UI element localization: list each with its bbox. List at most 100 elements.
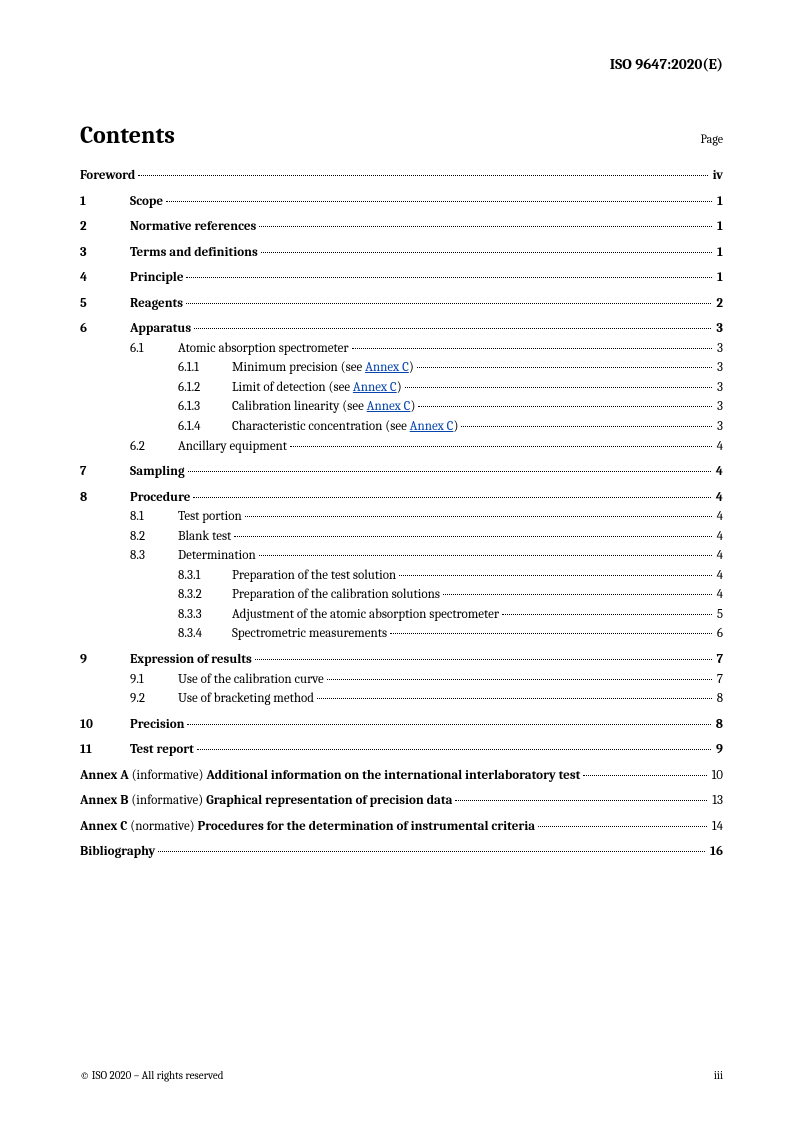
toc-row: 9.1Use of the calibration curve7 — [80, 671, 723, 689]
toc-row: 8.1Test portion 4 — [80, 508, 723, 526]
toc-num-l1: 8.3 — [130, 547, 178, 565]
toc-page: 3 — [716, 320, 723, 338]
toc-text: Annex C (normative) Procedures for the d… — [80, 818, 535, 836]
toc-row: Annex B (informative) Graphical represen… — [80, 792, 723, 810]
toc-leader-dots — [234, 536, 711, 537]
footer: © ISO 2020 – All rights reserved iii — [80, 1069, 723, 1082]
toc-text: Principle — [130, 269, 183, 287]
annex-note: (informative) — [128, 793, 206, 808]
annex-c-link[interactable]: Annex C — [367, 399, 411, 414]
toc-num-l0: 5 — [80, 295, 130, 313]
toc-num-l0: 1 — [80, 193, 130, 211]
toc-page: 7 — [717, 671, 723, 689]
toc-row: 7Sampling4 — [80, 463, 723, 481]
toc-text: Apparatus — [130, 320, 191, 338]
footer-page-number: iii — [714, 1069, 723, 1082]
toc-leader-dots — [443, 594, 712, 595]
toc-page: 4 — [717, 547, 723, 565]
contents-title: Contents — [80, 121, 175, 149]
toc-row: 6.2Ancillary equipment4 — [80, 438, 723, 456]
toc-row: 6.1.1Minimum precision (see Annex C) 3 — [80, 359, 723, 377]
toc-leader-dots — [583, 775, 706, 776]
toc-num-l2: 6.1.1 — [178, 359, 232, 377]
toc-leader-dots — [261, 252, 712, 253]
toc-num-l0: 9 — [80, 651, 130, 669]
toc-page: 8 — [716, 716, 723, 734]
toc-row: 5Reagents2 — [80, 295, 723, 313]
toc-num-l0: 2 — [80, 218, 130, 236]
toc-page: 4 — [717, 528, 723, 546]
toc-num-l1: 8.1 — [130, 508, 178, 526]
toc-text: Test report — [130, 741, 194, 759]
toc-text: Atomic absorption spectrometer — [178, 340, 349, 358]
toc-leader-dots — [327, 679, 712, 680]
toc-text: Scope — [130, 193, 163, 211]
toc-page: 14 — [712, 818, 723, 836]
toc-page: iv — [713, 167, 723, 185]
toc-row: 6Apparatus3 — [80, 320, 723, 338]
toc-num-l1: 8.2 — [130, 528, 178, 546]
toc-page: 3 — [717, 418, 723, 436]
toc-num-l2: 6.1.4 — [178, 418, 232, 436]
toc-page: 3 — [717, 398, 723, 416]
toc-row: Forewordiv — [80, 167, 723, 185]
annex-c-link[interactable]: Annex C — [365, 360, 409, 375]
toc-num-l2: 6.1.2 — [178, 379, 232, 397]
toc-text: Annex B (informative) Graphical represen… — [80, 792, 452, 810]
toc-page: 7 — [717, 651, 723, 669]
toc-num-l2: 8.3.1 — [178, 567, 232, 585]
annex-title: Additional information on the internatio… — [206, 768, 580, 783]
toc-row: 6.1Atomic absorption spectrometer3 — [80, 340, 723, 358]
toc-text: Procedure — [130, 489, 190, 507]
toc-page: 8 — [717, 690, 723, 708]
document-header: ISO 9647:2020(E) — [80, 55, 723, 73]
toc-text: Annex A (informative) Additional informa… — [80, 767, 580, 785]
toc-num-l1: 6.2 — [130, 438, 178, 456]
title-row: Contents Page — [80, 121, 723, 149]
toc-leader-dots — [186, 277, 712, 278]
annex-c-link[interactable]: Annex C — [353, 380, 397, 395]
annex-lead: Annex A — [80, 768, 129, 783]
toc-page: 1 — [717, 218, 723, 236]
footer-copyright: © ISO 2020 – All rights reserved — [80, 1069, 223, 1082]
toc-leader-dots — [259, 226, 712, 227]
toc-leader-dots — [194, 328, 711, 329]
toc-page: 5 — [717, 606, 723, 624]
toc-num-l0: 4 — [80, 269, 130, 287]
toc-page: 6 — [717, 625, 723, 643]
toc-text: Spectrometric measurements — [232, 625, 387, 643]
toc-text: Preparation of the calibration solutions — [232, 586, 440, 604]
toc-text: Adjustment of the atomic absorption spec… — [232, 606, 499, 624]
toc-page: 4 — [717, 508, 723, 526]
toc-text: Sampling — [130, 463, 185, 481]
toc-leader-dots — [290, 446, 712, 447]
toc-text: Reagents — [130, 295, 183, 313]
toc-row: 9Expression of results7 — [80, 651, 723, 669]
toc-leader-dots — [186, 303, 711, 304]
toc-page: 9 — [716, 741, 723, 759]
toc-page: 4 — [717, 567, 723, 585]
toc-row: 2Normative references1 — [80, 218, 723, 236]
toc-row: Bibliography16 — [80, 843, 723, 861]
toc-num-l1: 9.2 — [130, 690, 178, 708]
toc-leader-dots — [538, 826, 707, 827]
toc-row: 8.3Determination4 — [80, 547, 723, 565]
toc-leader-dots — [352, 348, 712, 349]
toc-page: 3 — [717, 359, 723, 377]
toc-text: Preparation of the test solution — [232, 567, 396, 585]
toc-text: Minimum precision (see Annex C) — [232, 359, 414, 377]
toc-leader-dots — [455, 800, 707, 801]
toc-leader-dots — [317, 698, 712, 699]
toc-num-l0: 8 — [80, 489, 130, 507]
toc-text: Test portion — [178, 508, 242, 526]
annex-c-link[interactable]: Annex C — [410, 419, 454, 434]
toc-row: 4Principle 1 — [80, 269, 723, 287]
toc-page: 16 — [710, 843, 723, 861]
toc-text: Use of bracketing method — [178, 690, 314, 708]
toc-row: 3Terms and definitions1 — [80, 244, 723, 262]
toc-leader-dots — [158, 851, 705, 852]
toc-leader-dots — [255, 659, 712, 660]
page-label: Page — [701, 132, 723, 146]
toc-text: Ancillary equipment — [178, 438, 287, 456]
toc-page: 1 — [717, 269, 723, 287]
